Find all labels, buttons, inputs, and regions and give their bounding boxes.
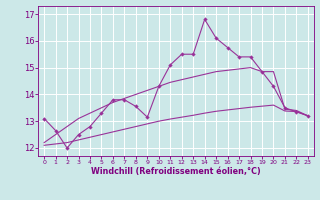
X-axis label: Windchill (Refroidissement éolien,°C): Windchill (Refroidissement éolien,°C): [91, 167, 261, 176]
